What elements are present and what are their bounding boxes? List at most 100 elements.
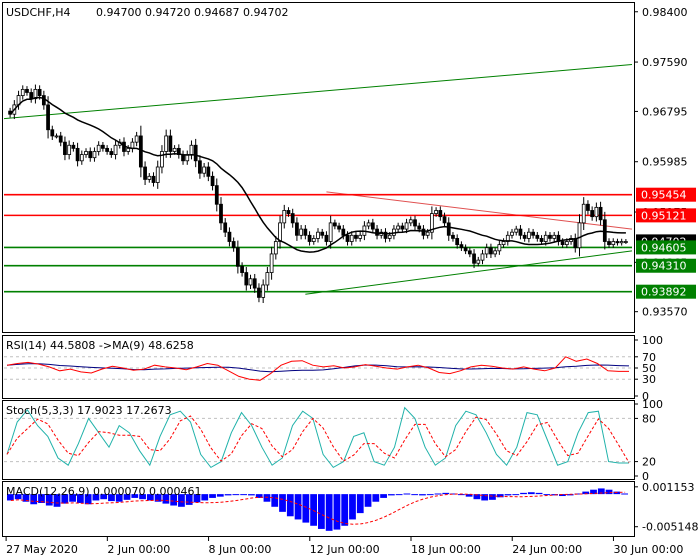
candle-body	[295, 222, 299, 236]
macd-bar	[232, 494, 240, 496]
macd-bar	[442, 492, 450, 495]
candle-body	[113, 144, 118, 155]
candle-body	[611, 241, 616, 246]
candle-body	[581, 203, 586, 224]
symbol-timeframe: USDCHF,H4	[6, 6, 71, 19]
time-axis: 27 May 2020 2 Jun 00:00 8 Jun 00:00 12 Jun …	[5, 537, 683, 556]
macd-bar	[286, 494, 294, 517]
candle-body	[189, 144, 194, 155]
candle-body	[358, 234, 363, 239]
macd-bar	[170, 494, 178, 506]
time-label: 12 Jun 00:00	[310, 543, 380, 556]
candle-body	[535, 234, 540, 239]
candle-body	[417, 225, 422, 230]
candle-body	[71, 144, 76, 149]
macd-bar	[108, 494, 115, 502]
candle-body	[257, 287, 261, 298]
time-label: 24 Jun 00:00	[512, 543, 582, 556]
candle-body	[438, 210, 443, 218]
macd-bar	[481, 494, 489, 501]
candle-body	[370, 222, 375, 230]
candle-body	[518, 228, 523, 236]
candle-body	[459, 244, 464, 249]
candle-body	[109, 151, 114, 155]
level-label: 0.95121	[641, 209, 687, 222]
macd-bar	[92, 494, 100, 501]
candle-body	[240, 265, 244, 273]
candle-body	[198, 160, 202, 174]
candle-body	[50, 129, 55, 137]
macd-bar	[115, 494, 123, 502]
macd-bar	[380, 494, 387, 498]
level-labels: 0.954540.951210.947020.946050.943100.938…	[636, 187, 696, 299]
candle-body	[223, 222, 228, 233]
macd-bar	[45, 494, 53, 506]
resistance-badge	[636, 187, 696, 202]
candle-body	[96, 144, 101, 152]
time-label: 30 Jun 00:00	[613, 543, 683, 556]
level-label: 0.94310	[641, 260, 687, 273]
candle-body	[510, 231, 514, 236]
candle-body	[573, 238, 578, 249]
macd-bar	[22, 494, 30, 502]
candle-body	[366, 222, 371, 227]
macd-bar	[209, 494, 216, 498]
candle-body	[383, 231, 388, 239]
macd-bar	[185, 494, 193, 505]
candle-body	[138, 135, 143, 168]
rsi-ma-line	[6, 363, 630, 373]
candle-body	[531, 231, 535, 236]
macd-bar	[263, 494, 271, 502]
macd-bar	[216, 494, 224, 497]
candle-body	[67, 144, 72, 155]
candle-body	[252, 278, 257, 289]
macd-bar	[30, 494, 38, 505]
candle-body	[345, 234, 350, 242]
candle-body	[539, 238, 544, 242]
candle-body	[75, 147, 80, 162]
price-tick-label: 0.98400	[642, 6, 688, 19]
macd-signal-line	[10, 491, 626, 525]
macd-bar	[450, 493, 457, 495]
macd-bar	[61, 494, 69, 504]
candle-body	[261, 284, 266, 298]
candle-body	[286, 210, 291, 214]
candle-body	[328, 222, 333, 242]
candle-body	[400, 225, 405, 230]
macd-bar	[271, 494, 279, 507]
candle-body	[29, 92, 34, 100]
macd-bar	[520, 492, 527, 495]
macd-bar	[248, 494, 255, 496]
candle-body	[564, 241, 569, 246]
candle-body	[425, 231, 430, 236]
tick-label: 0.001153	[642, 481, 695, 494]
candle-body	[489, 247, 493, 255]
candle-body	[493, 250, 498, 255]
candle-body	[143, 166, 147, 180]
candle-body	[354, 234, 358, 239]
macd-bar	[341, 494, 349, 526]
macd-bar	[325, 494, 333, 531]
price-panel-frame	[2, 2, 635, 333]
candle-body	[248, 278, 253, 286]
candle-body	[522, 234, 527, 239]
macd-bar	[294, 494, 302, 520]
macd-bar	[100, 494, 108, 500]
candle-body	[63, 141, 67, 155]
candle-body	[92, 151, 97, 159]
ohlc-values: 0.94700 0.94720 0.94687 0.94702	[96, 6, 288, 19]
candle-body	[463, 247, 468, 252]
candle-body	[480, 253, 485, 261]
macd-header: MACD(12,26,9) 0.000070 0.000461	[6, 485, 202, 498]
macd-bar	[14, 494, 22, 500]
candle-body	[126, 147, 131, 152]
macd-bar	[201, 494, 209, 501]
candle-body	[172, 147, 177, 152]
candle-body	[219, 203, 223, 224]
candle-body	[324, 234, 329, 242]
candle-body	[527, 231, 531, 239]
macd-bar	[84, 494, 92, 505]
candle-body	[147, 175, 152, 180]
